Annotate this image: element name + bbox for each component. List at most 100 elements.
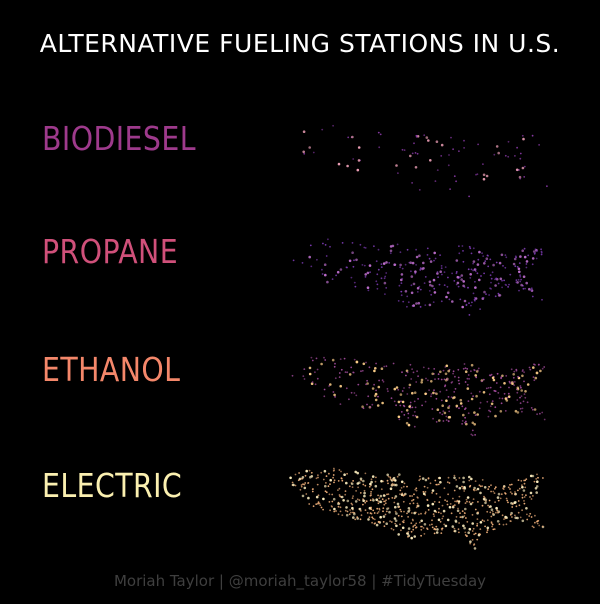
station-dot	[380, 488, 383, 491]
station-dot	[373, 383, 375, 386]
station-dot	[410, 530, 413, 533]
station-dot	[401, 520, 404, 523]
station-dot	[482, 163, 484, 165]
station-dot	[324, 359, 327, 361]
station-dot	[493, 389, 496, 392]
station-dot	[294, 473, 297, 476]
station-dot	[434, 378, 436, 381]
station-dot	[302, 150, 305, 154]
station-dot	[392, 479, 395, 482]
station-dot	[505, 375, 508, 377]
station-dot	[420, 378, 424, 382]
station-dot	[396, 475, 399, 478]
station-dot	[429, 482, 432, 485]
label-propane: PROPANE	[42, 232, 179, 271]
station-dot	[394, 510, 397, 513]
station-dot	[466, 368, 469, 370]
station-dot	[365, 361, 367, 364]
station-dot	[386, 479, 389, 482]
station-dot	[389, 476, 392, 479]
station-dot	[486, 531, 488, 534]
station-dot	[540, 251, 543, 254]
station-dot	[333, 365, 336, 368]
station-dot	[352, 371, 355, 374]
station-dot	[445, 415, 448, 418]
station-dot	[478, 250, 481, 254]
station-dot	[529, 491, 533, 495]
station-dot	[426, 504, 430, 507]
station-dot	[538, 144, 540, 146]
station-dot	[410, 291, 414, 295]
station-dot	[455, 485, 459, 488]
station-dot	[303, 368, 306, 370]
station-dot	[473, 411, 476, 414]
station-dot	[525, 260, 529, 263]
station-dot	[495, 277, 498, 280]
station-dot	[415, 415, 419, 419]
station-dot	[413, 493, 415, 496]
station-dot	[465, 517, 467, 519]
station-dot	[510, 483, 513, 486]
station-dot	[415, 255, 419, 259]
station-dot	[446, 285, 449, 288]
station-dot	[522, 489, 526, 492]
station-dot	[308, 469, 311, 472]
station-dot	[406, 393, 409, 395]
station-dot	[301, 262, 304, 264]
station-dot	[354, 470, 357, 474]
station-dot	[519, 385, 522, 387]
station-dot	[533, 379, 536, 382]
station-dot	[532, 495, 534, 497]
station-dot	[473, 423, 476, 426]
station-dot	[362, 479, 365, 483]
station-dot	[438, 501, 441, 504]
station-dot	[366, 379, 368, 382]
station-dot	[400, 487, 403, 489]
station-dot	[402, 500, 405, 503]
station-dot	[359, 492, 362, 494]
station-dot	[514, 501, 517, 504]
station-dot	[525, 263, 528, 265]
station-dot	[395, 404, 397, 407]
station-dot	[361, 264, 364, 266]
station-dot	[424, 400, 427, 403]
station-dot	[445, 399, 448, 402]
station-dot	[341, 514, 344, 516]
station-dot	[523, 393, 526, 395]
station-dot	[442, 369, 445, 372]
station-dot	[455, 272, 458, 275]
station-dot	[322, 478, 325, 481]
station-dot	[435, 531, 439, 534]
station-dot	[516, 516, 519, 520]
station-dot	[509, 273, 512, 276]
station-dot	[493, 492, 496, 494]
station-dot	[371, 403, 374, 406]
station-dot	[432, 391, 435, 395]
station-dot	[310, 356, 313, 359]
station-dot	[525, 266, 528, 269]
station-dot	[473, 547, 477, 550]
station-dot	[491, 510, 494, 513]
station-dot	[354, 500, 358, 503]
station-dot	[534, 248, 537, 251]
station-dot	[408, 386, 411, 389]
station-dot	[385, 261, 388, 264]
station-dot	[422, 527, 425, 529]
station-dot	[453, 476, 456, 480]
station-dot	[422, 261, 425, 265]
station-dot	[339, 268, 343, 271]
station-dot	[469, 277, 472, 279]
station-dot	[521, 485, 524, 489]
station-dot	[319, 504, 322, 507]
station-dot	[394, 522, 397, 525]
station-dot	[370, 480, 373, 484]
station-dot	[467, 374, 470, 376]
station-dot	[364, 273, 367, 276]
station-dot	[462, 284, 465, 288]
station-dot	[491, 376, 495, 380]
station-dot	[491, 523, 494, 526]
station-dot	[474, 508, 477, 511]
station-dot	[352, 480, 354, 482]
station-dot	[364, 501, 367, 504]
station-dot	[463, 487, 467, 490]
